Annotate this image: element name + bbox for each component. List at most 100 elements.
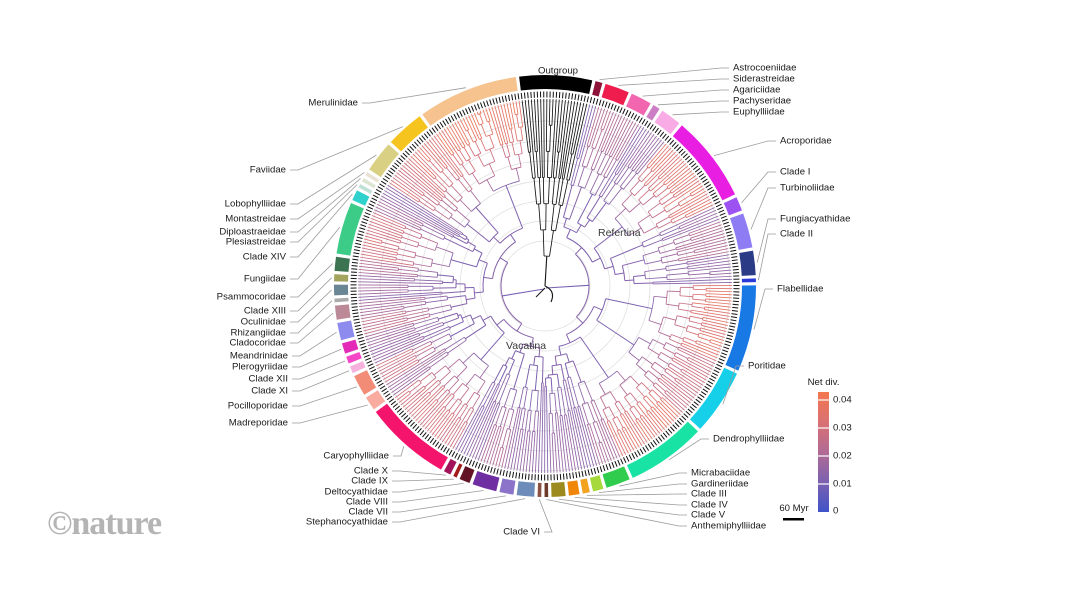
label-clade-v: Clade V	[691, 510, 726, 521]
label-clade-iv: Clade IV	[691, 500, 728, 511]
clade-labels: Refertina Vacatina	[506, 227, 641, 352]
label-cladocoridae: Cladocoridae	[229, 338, 286, 349]
tree-branches	[357, 98, 733, 474]
label-micrabaciidae: Micrabaciidae	[691, 468, 750, 479]
arc-agariciidae	[626, 93, 651, 116]
label-fungiacyathidae: Fungiacyathidae	[780, 214, 850, 225]
arc-outgroup	[519, 75, 593, 95]
label-dendrophylliidae: Dendrophylliidae	[713, 434, 784, 445]
label-clade-xi: Clade XI	[251, 386, 288, 397]
arc-flabellidae	[725, 285, 757, 371]
arc-meandrinidae	[337, 320, 355, 341]
arc-madreporidae	[365, 390, 386, 410]
label-lobophylliidae: Lobophylliidae	[225, 199, 286, 210]
label-clade-vi: Clade VI	[503, 527, 540, 538]
arc-clade-vii	[499, 478, 516, 495]
label-rhizangiidae: Rhizangiidae	[231, 328, 286, 339]
label-poritidae: Poritidae	[748, 361, 786, 372]
legend-tick-2: 0.02	[833, 451, 852, 462]
arc-poritidae	[689, 367, 737, 429]
arc-lobophylliidae	[369, 144, 399, 178]
legend-tick-4: 0	[833, 506, 838, 517]
arc-diploastraeidae	[361, 178, 376, 189]
arc-clade-ix	[453, 463, 463, 478]
label-agariciidae: Agariciidae	[733, 85, 780, 96]
legend-tick-3: 0.01	[833, 479, 852, 490]
arc-rhizangiidae	[334, 297, 349, 303]
arc-clade-ii	[741, 278, 756, 283]
clade-label-vacatina: Vacatina	[506, 340, 546, 352]
arc-clade-iii	[580, 478, 590, 494]
arc-clade-viii	[472, 471, 500, 492]
label-psammocoridae: Psammocoridae	[217, 292, 286, 303]
tip-ticks	[350, 91, 740, 481]
arc-gardineriidae	[589, 475, 604, 492]
net-div-legend: Net div. 0.04 0.03 0.02 0.01 0	[808, 377, 853, 517]
arc-cladocoridae	[334, 304, 351, 320]
legend-title: Net div.	[808, 377, 840, 388]
label-clade-i: Clade I	[780, 167, 810, 178]
legend-tick-0: 0.04	[833, 395, 852, 406]
label-caryophylliidae: Caryophylliidae	[323, 451, 389, 462]
arc-merulinidae	[422, 77, 518, 126]
arc-clade-xiii	[334, 274, 349, 282]
leader-lines	[290, 67, 776, 533]
arc-deltocyathidae	[459, 466, 475, 484]
label-deltocyathidae: Deltocyathidae	[325, 487, 388, 498]
arc-oculinidae	[333, 284, 349, 296]
arc-micrabaciidae	[602, 466, 630, 488]
clade-label-refertina: Refertina	[598, 227, 641, 239]
arc-acroporidae	[672, 125, 736, 201]
family-arcs	[333, 75, 757, 498]
arc-montastreidae	[365, 172, 380, 183]
label-gardineriidae: Gardineriidae	[691, 479, 749, 490]
label-euphylliidae: Euphylliidae	[733, 107, 785, 118]
arc-plerogyriidae	[341, 339, 359, 354]
label-madreporidae: Madreporidae	[229, 418, 288, 429]
arc-fungiidae	[336, 203, 364, 256]
arc-caryophylliidae	[375, 403, 448, 470]
label-clade-xii: Clade XII	[249, 374, 288, 385]
arc-clade-i	[723, 197, 742, 216]
label-pachyseridae: Pachyseridae	[733, 96, 791, 107]
scalebar-label: 60 Myr	[779, 503, 809, 514]
label-clade-ix: Clade IX	[351, 476, 388, 487]
arc-clade-xi	[349, 361, 366, 374]
label-clade-xiv: Clade XIV	[243, 252, 287, 263]
arc-astrocoeniidae	[592, 81, 603, 97]
label-meandrinidae: Meandrinidae	[230, 351, 288, 362]
scale-bar: 60 Myr	[779, 503, 809, 521]
arc-psammocoridae	[334, 256, 350, 272]
label-merulinidae: Merulinidae	[308, 98, 358, 109]
label-outgroup: Outgroup	[538, 66, 578, 77]
scalebar-rule	[783, 518, 804, 521]
arc-clade-xiv	[352, 190, 370, 206]
arc-faviidae	[390, 116, 428, 152]
label-stephanocyathidae: Stephanocyathidae	[306, 517, 388, 528]
arc-clade-v	[551, 482, 566, 497]
label-plerogyriidae: Plerogyriidae	[232, 362, 288, 373]
label-clade-iii: Clade III	[691, 489, 727, 500]
label-flabellidae: Flabellidae	[777, 284, 823, 295]
label-clade-xiii: Clade XIII	[244, 306, 286, 317]
label-clade-vii: Clade VII	[349, 507, 388, 518]
legend-tick-1: 0.03	[833, 423, 852, 434]
label-plesiastreidae: Plesiastreidae	[226, 237, 286, 248]
label-turbinoliidae: Turbinoliidae	[780, 183, 835, 194]
label-fungiidae: Fungiidae	[244, 274, 286, 285]
arc-clade-xii	[346, 352, 362, 364]
family-labels: Outgroup AstrocoeniidaeSiderastreidaeAgar…	[217, 63, 851, 538]
arc-fungiacyathidae	[739, 250, 756, 276]
arc-clade-vi	[537, 482, 542, 497]
label-acroporidae: Acroporidae	[780, 136, 832, 147]
label-clade-x: Clade X	[354, 466, 389, 477]
arc-dendrophylliidae	[626, 421, 698, 478]
arc-pachyseridae	[646, 105, 660, 121]
arc-pocilloporidae	[354, 370, 377, 395]
label-astrocoeniidae: Astrocoeniidae	[733, 63, 796, 74]
label-clade-ii: Clade II	[780, 229, 813, 240]
label-oculinidae: Oculinidae	[241, 317, 286, 328]
arc-stephanocyathidae	[516, 481, 535, 497]
